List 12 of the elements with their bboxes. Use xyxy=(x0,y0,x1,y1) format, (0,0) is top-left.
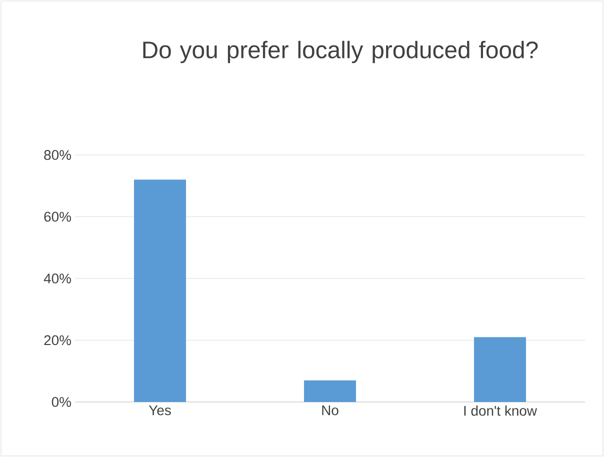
bar xyxy=(304,380,356,402)
bar xyxy=(134,180,186,402)
x-tick-label: No xyxy=(322,406,338,416)
x-tick-label: I don't know xyxy=(464,406,538,416)
y-tick-label: 0% xyxy=(52,397,71,407)
x-tick-label: Yes xyxy=(148,406,171,416)
y-tick-label: 40% xyxy=(44,274,71,284)
bar xyxy=(474,337,526,402)
y-tick-label: 80% xyxy=(44,150,71,160)
y-tick-label: 20% xyxy=(44,335,71,346)
chart-title: Do you prefer locally produced food? xyxy=(143,40,538,64)
y-tick-label: 60% xyxy=(44,212,71,222)
